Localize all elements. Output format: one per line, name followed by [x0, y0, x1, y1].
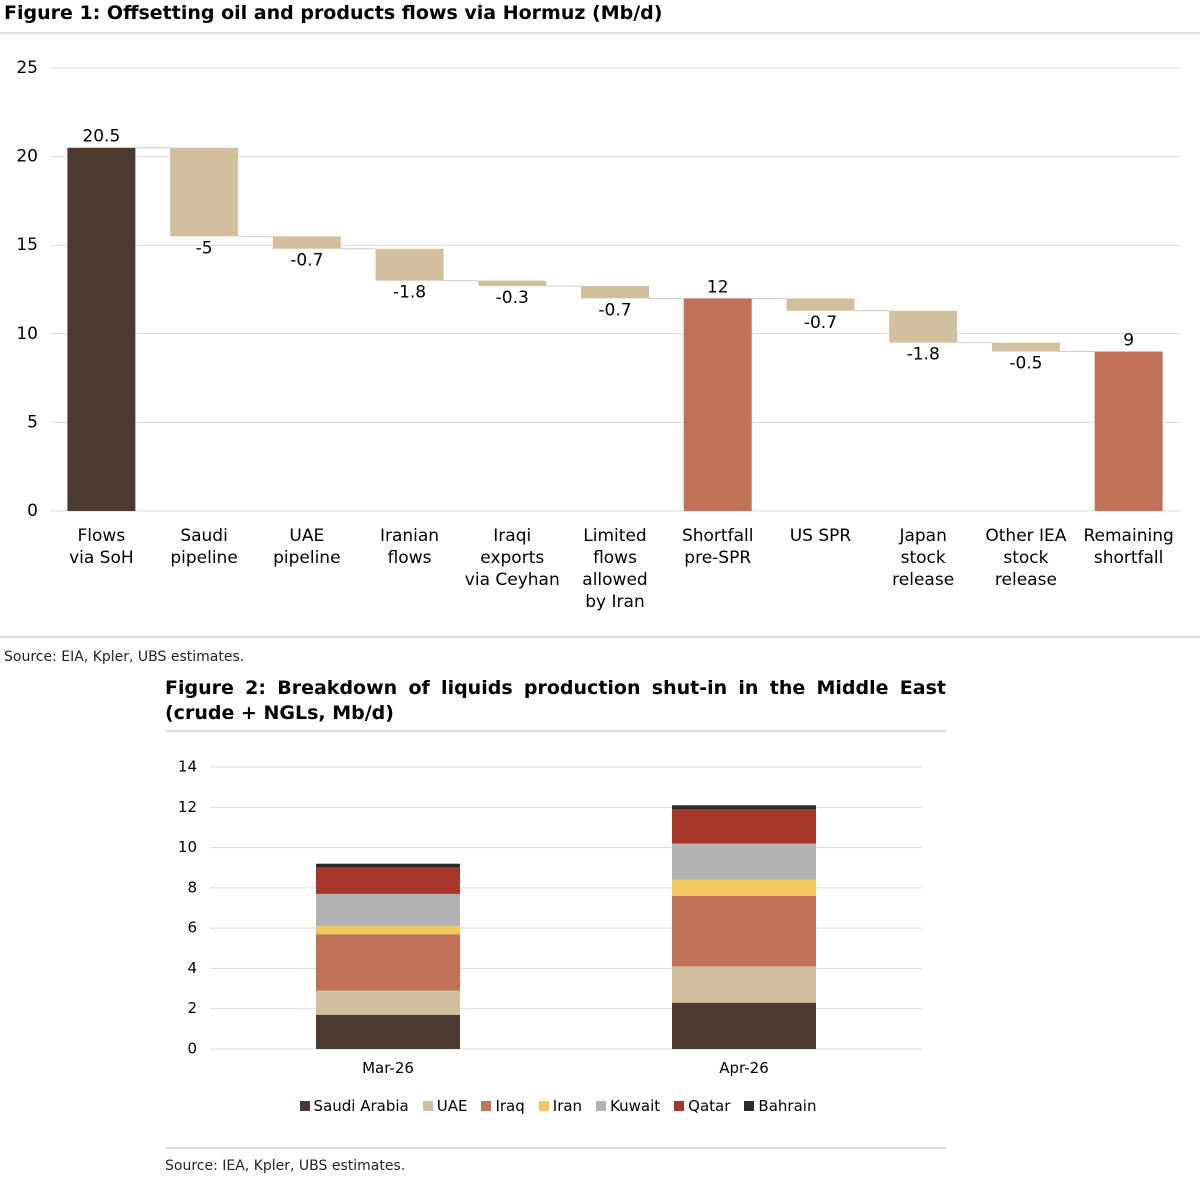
x-tick-label: Flows via SoH	[69, 526, 134, 568]
bar	[683, 298, 752, 511]
y-tick-label: 4	[187, 959, 197, 977]
y-tick-label: 25	[16, 58, 38, 78]
bar-segment	[316, 934, 460, 991]
y-tick-label: 10	[178, 838, 197, 856]
legend-swatch	[299, 1101, 310, 1111]
chart-title: Figure 2: Breakdown of liquids productio…	[165, 677, 946, 724]
y-tick-label: 6	[187, 919, 197, 937]
legend-item: Qatar	[674, 1097, 730, 1115]
y-tick-label: 2	[187, 999, 197, 1017]
x-tick-label: US SPR	[789, 526, 852, 546]
bar	[67, 147, 136, 512]
legend-swatch	[674, 1101, 685, 1111]
data-label: -0.7	[290, 251, 323, 271]
legend-label: Bahrain	[758, 1097, 817, 1115]
legend-swatch	[744, 1101, 755, 1111]
bar	[786, 298, 855, 311]
bar	[272, 236, 341, 249]
bar-segment	[672, 809, 816, 844]
x-tick-label: Shortfall pre-SPR	[681, 526, 754, 568]
y-tick-label: 5	[27, 412, 38, 432]
bar-segment	[672, 843, 816, 880]
y-tick-label: 8	[187, 878, 197, 896]
x-tick-label: Apr-26	[719, 1059, 769, 1077]
legend-item: Iran	[538, 1097, 583, 1115]
bar	[1094, 351, 1163, 511]
data-label: -5	[196, 238, 213, 258]
bar-segment	[672, 805, 816, 810]
legend-swatch	[422, 1101, 433, 1111]
bar-segment	[316, 926, 460, 935]
x-tick-label: UAE pipeline	[273, 526, 341, 568]
source: Source: EIA, Kpler, UBS estimates.	[4, 649, 245, 665]
data-label: -1.8	[907, 345, 940, 365]
legend-item: Bahrain	[744, 1097, 816, 1115]
y-tick-label: 12	[178, 798, 197, 816]
bar-segment	[316, 990, 460, 1015]
legend-label: Saudi Arabia	[313, 1097, 409, 1115]
legend-label: Iran	[552, 1097, 583, 1115]
x-tick-label: Other IEA stock release	[985, 526, 1067, 590]
data-label: -0.5	[1009, 354, 1042, 374]
legend-label: UAE	[436, 1097, 468, 1115]
y-tick-label: 15	[16, 235, 38, 255]
bar-segment	[316, 867, 460, 894]
x-tick-label: Japan stock release	[892, 526, 955, 590]
legend-item: Iraq	[481, 1097, 525, 1115]
data-label: 20.5	[82, 127, 120, 147]
bar-segment	[672, 966, 816, 1003]
bar-segment	[672, 895, 816, 967]
source: Source: IEA, Kpler, UBS estimates.	[165, 1158, 406, 1174]
y-tick-label: 0	[187, 1040, 197, 1058]
bar	[581, 285, 649, 299]
data-label: 12	[707, 277, 729, 297]
bar	[478, 280, 547, 286]
legend-swatch	[481, 1101, 492, 1111]
bar	[375, 248, 444, 281]
y-tick-label: 0	[27, 501, 38, 521]
legend-item: UAE	[422, 1097, 468, 1115]
y-tick-label: 14	[178, 758, 197, 776]
legend-swatch	[596, 1101, 607, 1111]
x-tick-label: Remaining shortfall	[1083, 526, 1174, 568]
bar-segment	[672, 1002, 816, 1049]
legend-swatch	[538, 1101, 549, 1111]
bar	[991, 342, 1060, 352]
bar	[889, 310, 958, 343]
x-tick-label: Limited flows allowed by Iran	[582, 526, 648, 612]
bar-segment	[316, 1014, 460, 1049]
data-label: -0.3	[496, 288, 529, 308]
x-tick-label: Iraqi exports via Ceyhan	[464, 526, 560, 590]
data-label: -0.7	[598, 300, 631, 320]
chart-title: Figure 1: Offsetting oil and products fl…	[4, 2, 663, 24]
legend-label: Kuwait	[610, 1097, 661, 1115]
x-tick-label: Iranian flows	[379, 526, 440, 568]
legend-label: Iraq	[495, 1097, 525, 1115]
data-label: 9	[1123, 331, 1134, 351]
y-tick-label: 10	[16, 324, 38, 344]
legend-label: Qatar	[688, 1097, 731, 1115]
bar-segment	[316, 863, 460, 868]
x-tick-label: Saudi pipeline	[170, 526, 238, 568]
data-label: -0.7	[804, 313, 837, 333]
data-label: -1.8	[393, 283, 426, 303]
bar	[170, 147, 239, 237]
bar-segment	[316, 893, 460, 927]
x-tick-label: Mar-26	[362, 1059, 414, 1077]
legend-item: Kuwait	[596, 1097, 660, 1115]
legend: Saudi Arabia UAE Iraq Iran Kuwait Qatar Bahrai…	[210, 1097, 906, 1115]
legend-item: Saudi Arabia	[299, 1097, 409, 1115]
bar-segment	[672, 879, 816, 896]
y-tick-label: 20	[16, 147, 38, 167]
